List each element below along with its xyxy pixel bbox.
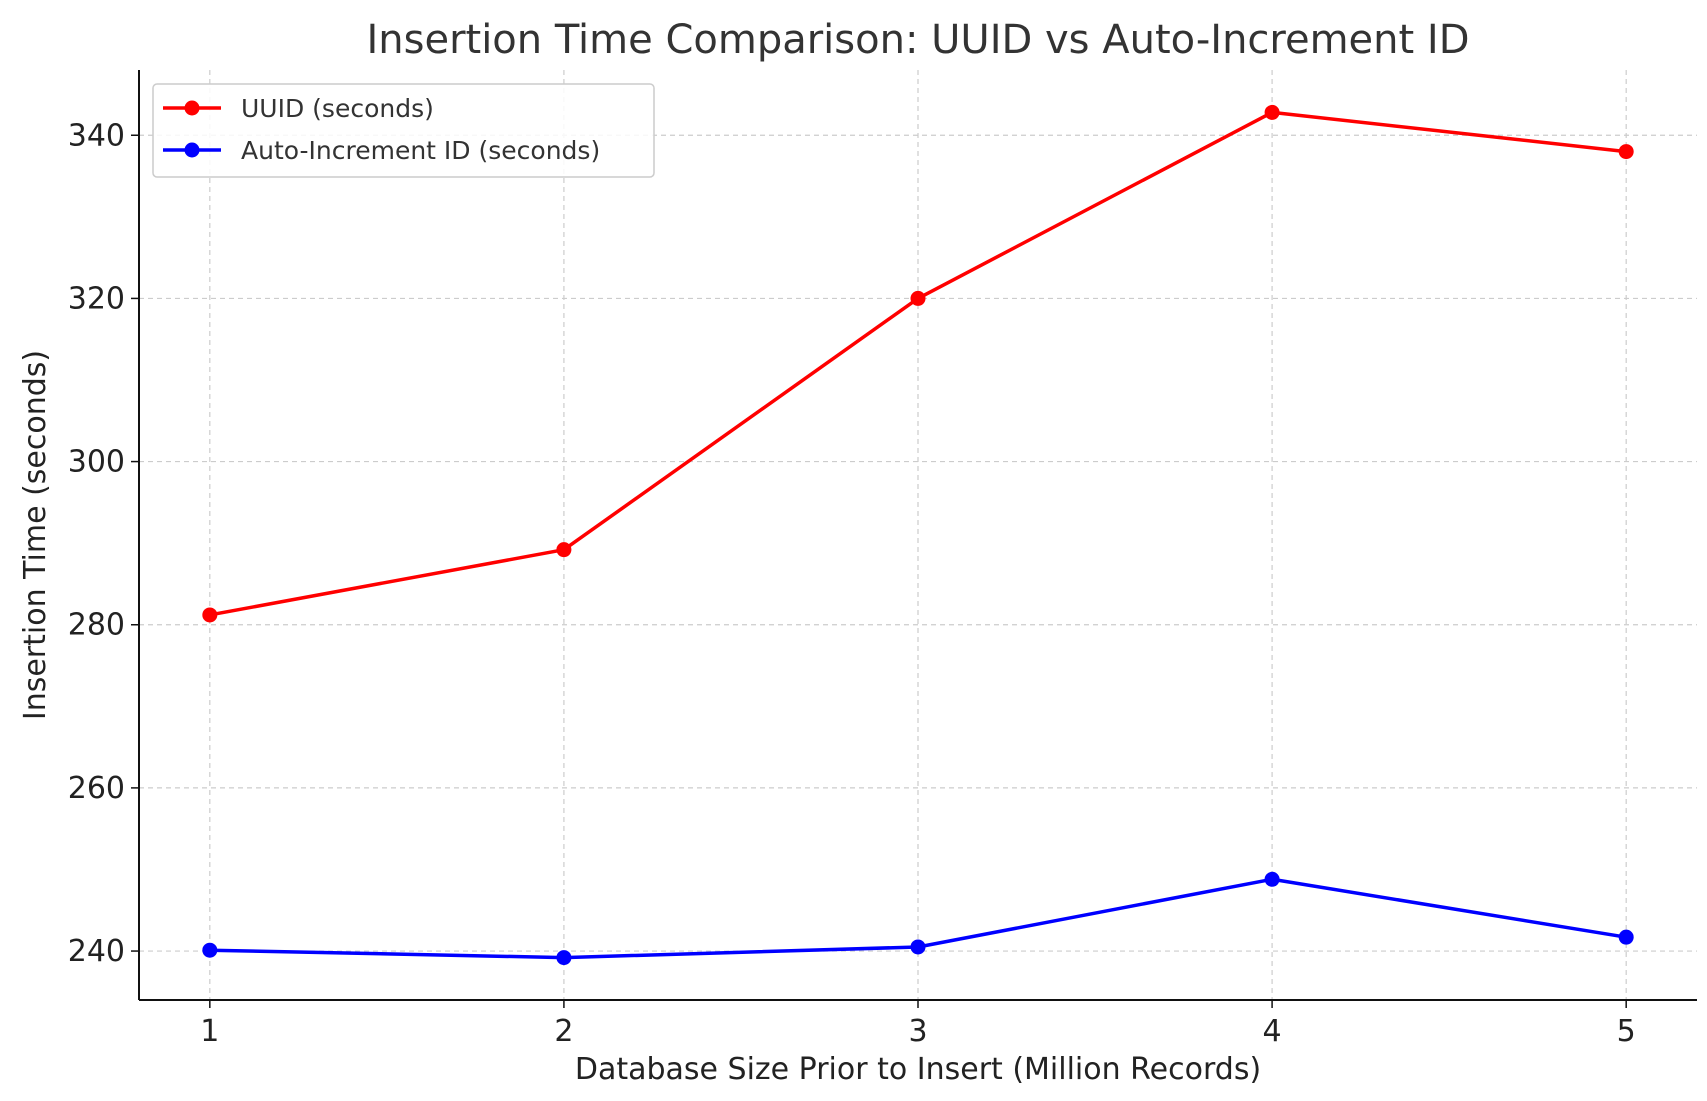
- data-point: [1264, 871, 1280, 887]
- data-point: [910, 939, 926, 955]
- y-tick-label: 340: [68, 118, 125, 153]
- data-point: [202, 942, 218, 958]
- series-uuid: [202, 104, 1634, 623]
- data-point: [556, 950, 572, 966]
- data-point: [1618, 144, 1634, 160]
- x-tick-label: 1: [200, 1014, 219, 1049]
- y-axis-label: Insertion Time (seconds): [18, 350, 53, 720]
- legend-marker-auto-increment: [184, 142, 200, 158]
- x-tick-label: 3: [908, 1014, 927, 1049]
- chart-title: Insertion Time Comparison: UUID vs Auto-…: [366, 17, 1469, 63]
- x-tick-label: 5: [1617, 1014, 1636, 1049]
- data-point: [1264, 104, 1280, 120]
- y-tick-label: 280: [68, 608, 125, 643]
- legend-label-auto-increment: Auto-Increment ID (seconds): [241, 136, 600, 165]
- ticks: 1 2 3 4 5 240 260 280 300 320 340: [68, 118, 1636, 1049]
- y-tick-label: 320: [68, 281, 125, 316]
- data-point: [202, 607, 218, 623]
- series-auto-increment: [202, 871, 1634, 966]
- data-point: [556, 542, 572, 558]
- x-tick-label: 2: [554, 1014, 573, 1049]
- legend-frame: [152, 83, 655, 178]
- series: [202, 104, 1634, 966]
- y-tick-label: 300: [68, 445, 125, 480]
- y-tick-label: 240: [68, 934, 125, 969]
- legend-label-uuid: UUID (seconds): [241, 94, 434, 123]
- data-point: [910, 290, 926, 306]
- y-tick-label: 260: [68, 771, 125, 806]
- x-tick-label: 4: [1263, 1014, 1282, 1049]
- legend: UUID (seconds) Auto-Increment ID (second…: [152, 83, 655, 178]
- data-point: [1618, 929, 1634, 945]
- x-axis-label: Database Size Prior to Insert (Million R…: [575, 1052, 1261, 1087]
- legend-marker-uuid: [184, 100, 200, 116]
